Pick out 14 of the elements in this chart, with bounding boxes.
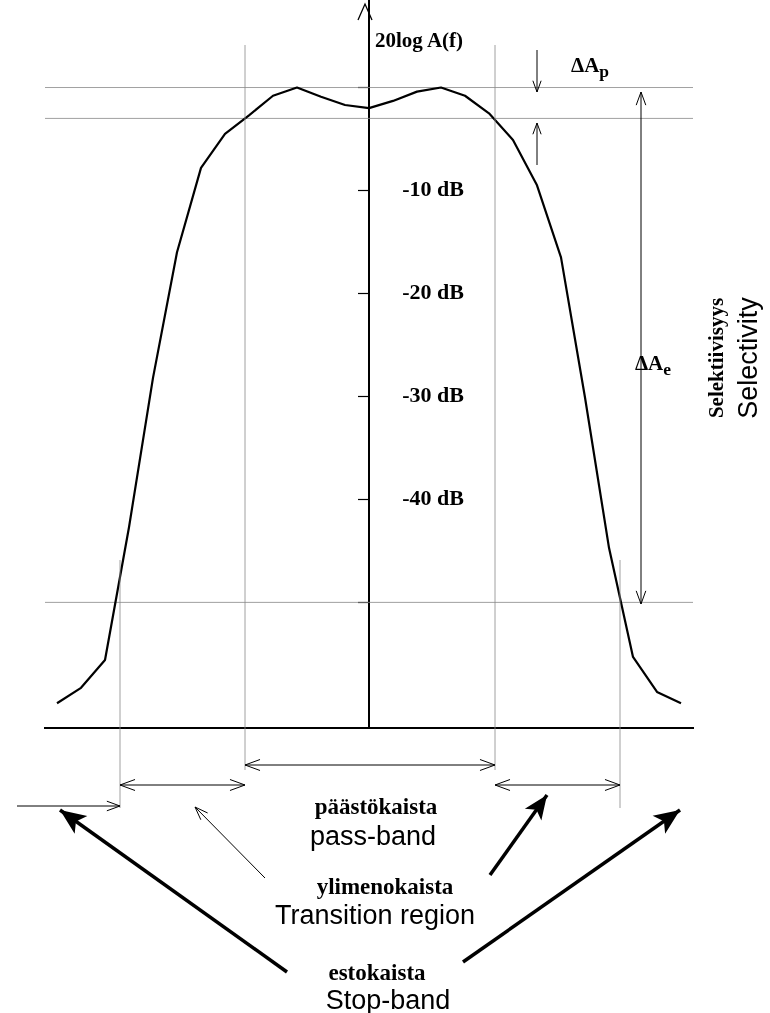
text: pass-band [309,820,437,851]
text: päästökaista [314,793,438,819]
y-tick-label: -10 dB [402,176,465,202]
y-tick-label: -40 dB [402,485,465,511]
y-axis-title: 20log A(f) [375,28,464,53]
annotation: ΔA$_{e}$ [634,351,672,380]
text: Selectivity [732,297,763,419]
text: ylimenokaista [316,873,454,899]
y-tick-label: -20 dB [402,279,465,305]
annotation: ΔA$_{p}$ [570,53,610,82]
text: Transition region [274,899,476,930]
text: Selektiivisyys [703,297,728,419]
y-tick-label: -30 dB [402,382,465,408]
text: estokaista [328,959,426,985]
